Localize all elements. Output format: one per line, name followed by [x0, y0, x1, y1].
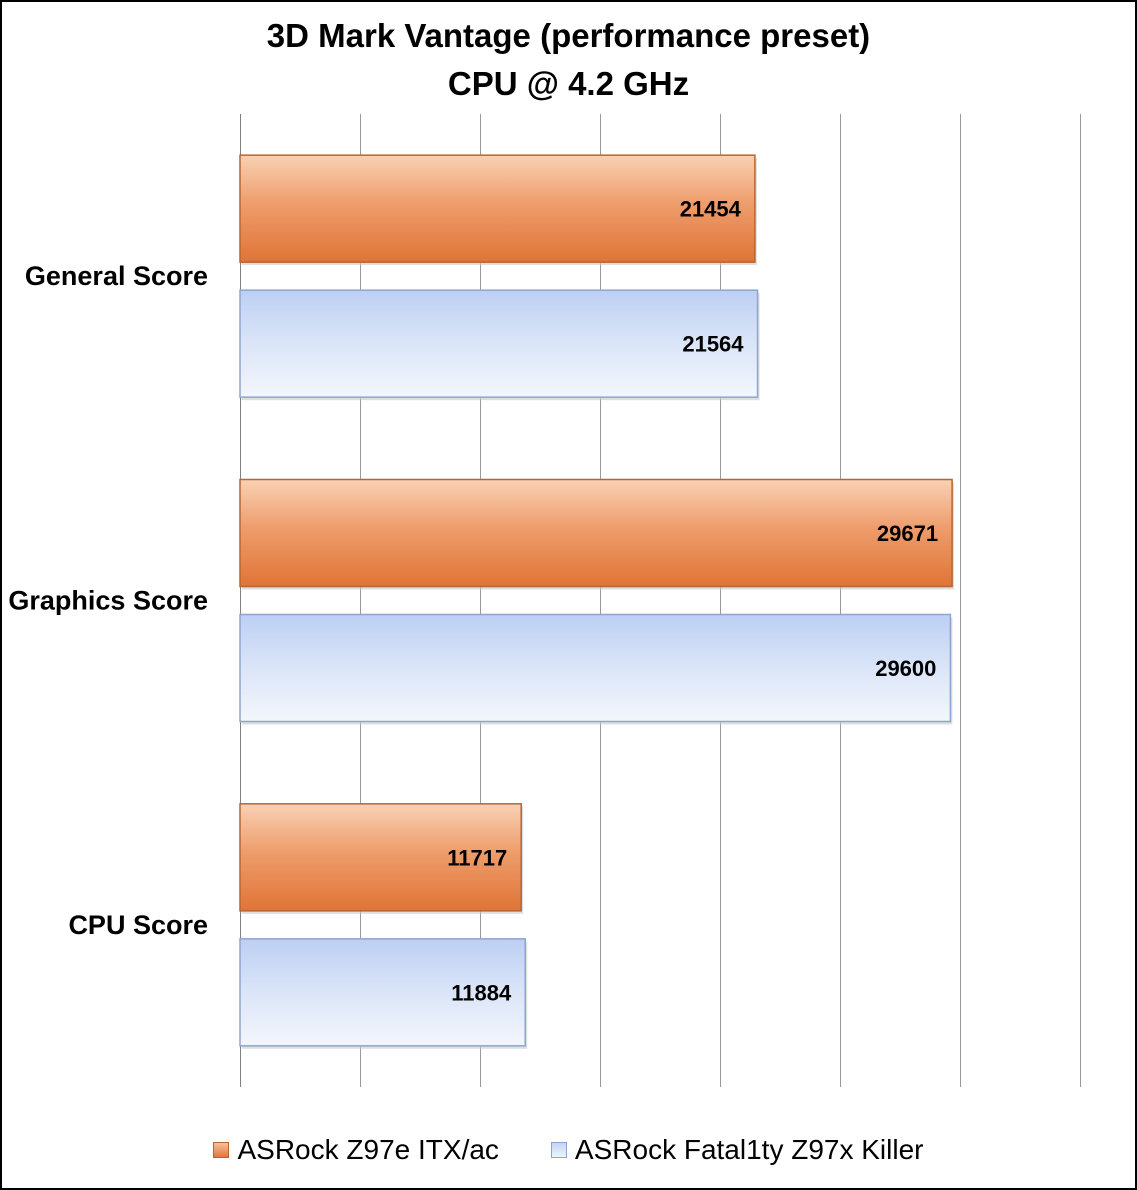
legend-item-0: ASRock Z97e ITX/ac — [213, 1134, 499, 1166]
chart-title: 3D Mark Vantage (performance preset) — [266, 17, 871, 54]
bars: 21454 21564 29671 29600 11717 11884 — [239, 154, 955, 1049]
category-label: Graphics Score — [8, 586, 208, 616]
category-labels: General Score Graphics Score CPU Score — [8, 261, 208, 940]
bar — [239, 154, 756, 263]
legend-swatch-0 — [213, 1142, 230, 1158]
gridlines — [240, 114, 1081, 1087]
data-label: 11717 — [447, 845, 507, 870]
bar — [239, 938, 526, 1047]
data-label: 21454 — [680, 197, 742, 222]
legend-swatch-1 — [550, 1142, 567, 1158]
category-label: CPU Score — [68, 910, 208, 940]
chart-title-block: 3D Mark Vantage (performance preset) CPU… — [0, 12, 1137, 108]
data-label: 29600 — [875, 656, 936, 681]
category-label: General Score — [25, 261, 208, 291]
data-label: 29671 — [877, 521, 938, 546]
bar — [239, 289, 759, 398]
data-label: 11884 — [451, 980, 512, 1005]
bar — [239, 478, 953, 588]
legend-label-0: ASRock Z97e ITX/ac — [237, 1134, 499, 1165]
bar — [239, 803, 522, 912]
chart-subtitle: CPU @ 4.2 GHz — [447, 65, 690, 102]
legend-item-1: ASRock Fatal1ty Z97x Killer — [550, 1134, 924, 1166]
legend: ASRock Z97e ITX/ac ASRock Fatal1ty Z97x … — [0, 1128, 1137, 1172]
data-label: 21564 — [682, 332, 744, 357]
bar — [239, 613, 952, 723]
legend-label-1: ASRock Fatal1ty Z97x Killer — [574, 1134, 924, 1165]
